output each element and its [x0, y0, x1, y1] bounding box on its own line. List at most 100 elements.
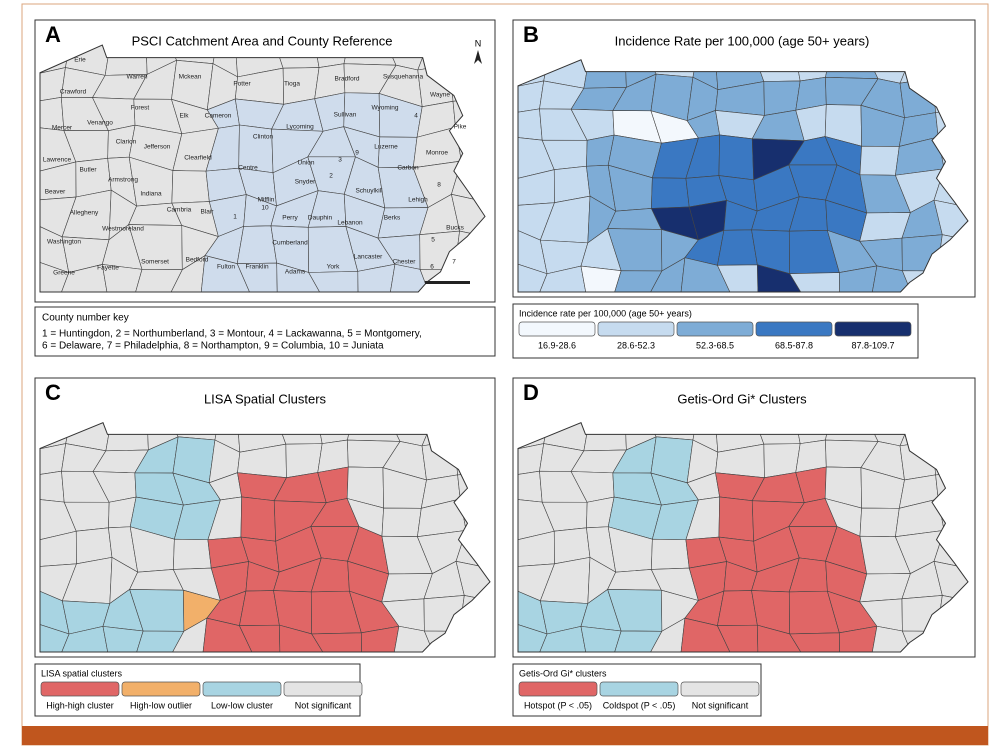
state-outline	[39, 422, 491, 653]
legend-swatch	[680, 681, 760, 697]
county	[357, 263, 396, 292]
county-label: Schuylkill	[355, 188, 383, 195]
legend-label: Coldspot (P < .05)	[603, 700, 676, 710]
county-label: Erie	[74, 57, 86, 64]
county	[871, 265, 914, 292]
legend-label: High-low outlier	[130, 700, 192, 710]
legend-swatch	[597, 321, 675, 337]
county	[361, 625, 400, 652]
panel-title: Getis-Ord Gi* Clusters	[677, 391, 807, 406]
county	[789, 632, 841, 652]
legend-label: Not significant	[295, 700, 352, 710]
county-label: Luzerne	[374, 144, 398, 151]
county-label: Snyder	[295, 179, 316, 186]
county-label: Bradford	[335, 76, 360, 83]
county-layer	[518, 422, 968, 652]
legend-swatch	[518, 321, 596, 337]
county	[518, 621, 548, 652]
county-label: Bedford	[186, 257, 209, 264]
county	[716, 264, 759, 292]
legend-label: Not significant	[692, 700, 749, 710]
county-label: Elk	[179, 113, 189, 120]
north-arrow	[474, 50, 482, 64]
county-label: Monroe	[426, 150, 448, 157]
county	[200, 255, 253, 292]
county-label: Chester	[393, 259, 417, 266]
county	[171, 170, 210, 204]
state-outline	[517, 422, 969, 653]
county	[716, 624, 759, 652]
county-label: Warren	[126, 74, 147, 81]
county	[537, 626, 587, 652]
county-label: 10	[261, 205, 269, 212]
county-label: Tioga	[284, 81, 300, 88]
county-label: 7	[452, 259, 456, 266]
county-label: Mercer	[52, 125, 73, 132]
county	[393, 625, 436, 652]
legend-swatch	[283, 681, 363, 697]
county-label: Westmoreland	[102, 226, 144, 233]
county-layer	[518, 59, 968, 292]
county-label: Lehigh	[408, 197, 428, 204]
county-label: Armstrong	[108, 177, 138, 184]
key-line: 6 = Delaware, 7 = Philadelphia, 8 = Nort…	[42, 341, 384, 352]
county-label: Franklin	[245, 264, 269, 271]
county	[580, 265, 622, 292]
county	[789, 272, 841, 292]
footer-bar	[22, 726, 988, 745]
panel-letter: A	[45, 22, 61, 47]
county-label: 2	[329, 173, 333, 180]
county	[389, 263, 432, 292]
legend-label: 87.8-109.7	[851, 340, 894, 350]
legend-label: 68.5-87.8	[775, 340, 813, 350]
county	[717, 229, 758, 266]
county	[173, 538, 212, 570]
county-label: Lawrence	[43, 157, 72, 164]
county	[518, 260, 548, 292]
county	[308, 271, 359, 292]
county	[239, 590, 280, 626]
county-label: Washington	[47, 239, 81, 246]
county-layer	[40, 45, 485, 292]
county	[647, 617, 686, 652]
county	[311, 632, 363, 652]
legend-swatch	[518, 681, 598, 697]
county-label: Indiana	[140, 191, 162, 198]
county	[279, 624, 327, 652]
county	[839, 265, 878, 292]
county-label: Clinton	[253, 134, 274, 141]
legend-title: LISA spatial clusters	[41, 668, 123, 678]
legend-title: Incidence rate per 100,000 (age 50+ year…	[519, 308, 692, 318]
county	[240, 496, 276, 542]
county-label: Allegheny	[70, 210, 99, 217]
county-label: Cumberland	[272, 240, 308, 247]
legend-swatch	[834, 321, 912, 337]
county-layer	[40, 422, 490, 652]
county-label: Union	[298, 160, 315, 167]
county-label: Fayette	[97, 265, 119, 272]
scale-bar	[425, 281, 470, 284]
legend-label: High-high cluster	[46, 700, 114, 710]
county	[580, 626, 622, 652]
county-label: Wyoming	[371, 105, 398, 112]
county	[859, 145, 900, 176]
county-label: Butler	[80, 167, 98, 174]
county-label: Carbon	[397, 165, 419, 172]
county	[651, 538, 690, 570]
key-box	[34, 306, 496, 357]
county	[40, 258, 70, 292]
legend-swatch	[202, 681, 282, 697]
county	[134, 630, 185, 652]
county	[680, 617, 733, 652]
county	[169, 617, 208, 652]
state-outline	[517, 59, 969, 293]
county	[59, 264, 109, 292]
county	[40, 621, 70, 652]
legend-swatch	[599, 681, 679, 697]
county-label: 9	[355, 150, 359, 157]
county	[381, 507, 422, 538]
county	[757, 624, 805, 652]
county	[651, 177, 690, 209]
